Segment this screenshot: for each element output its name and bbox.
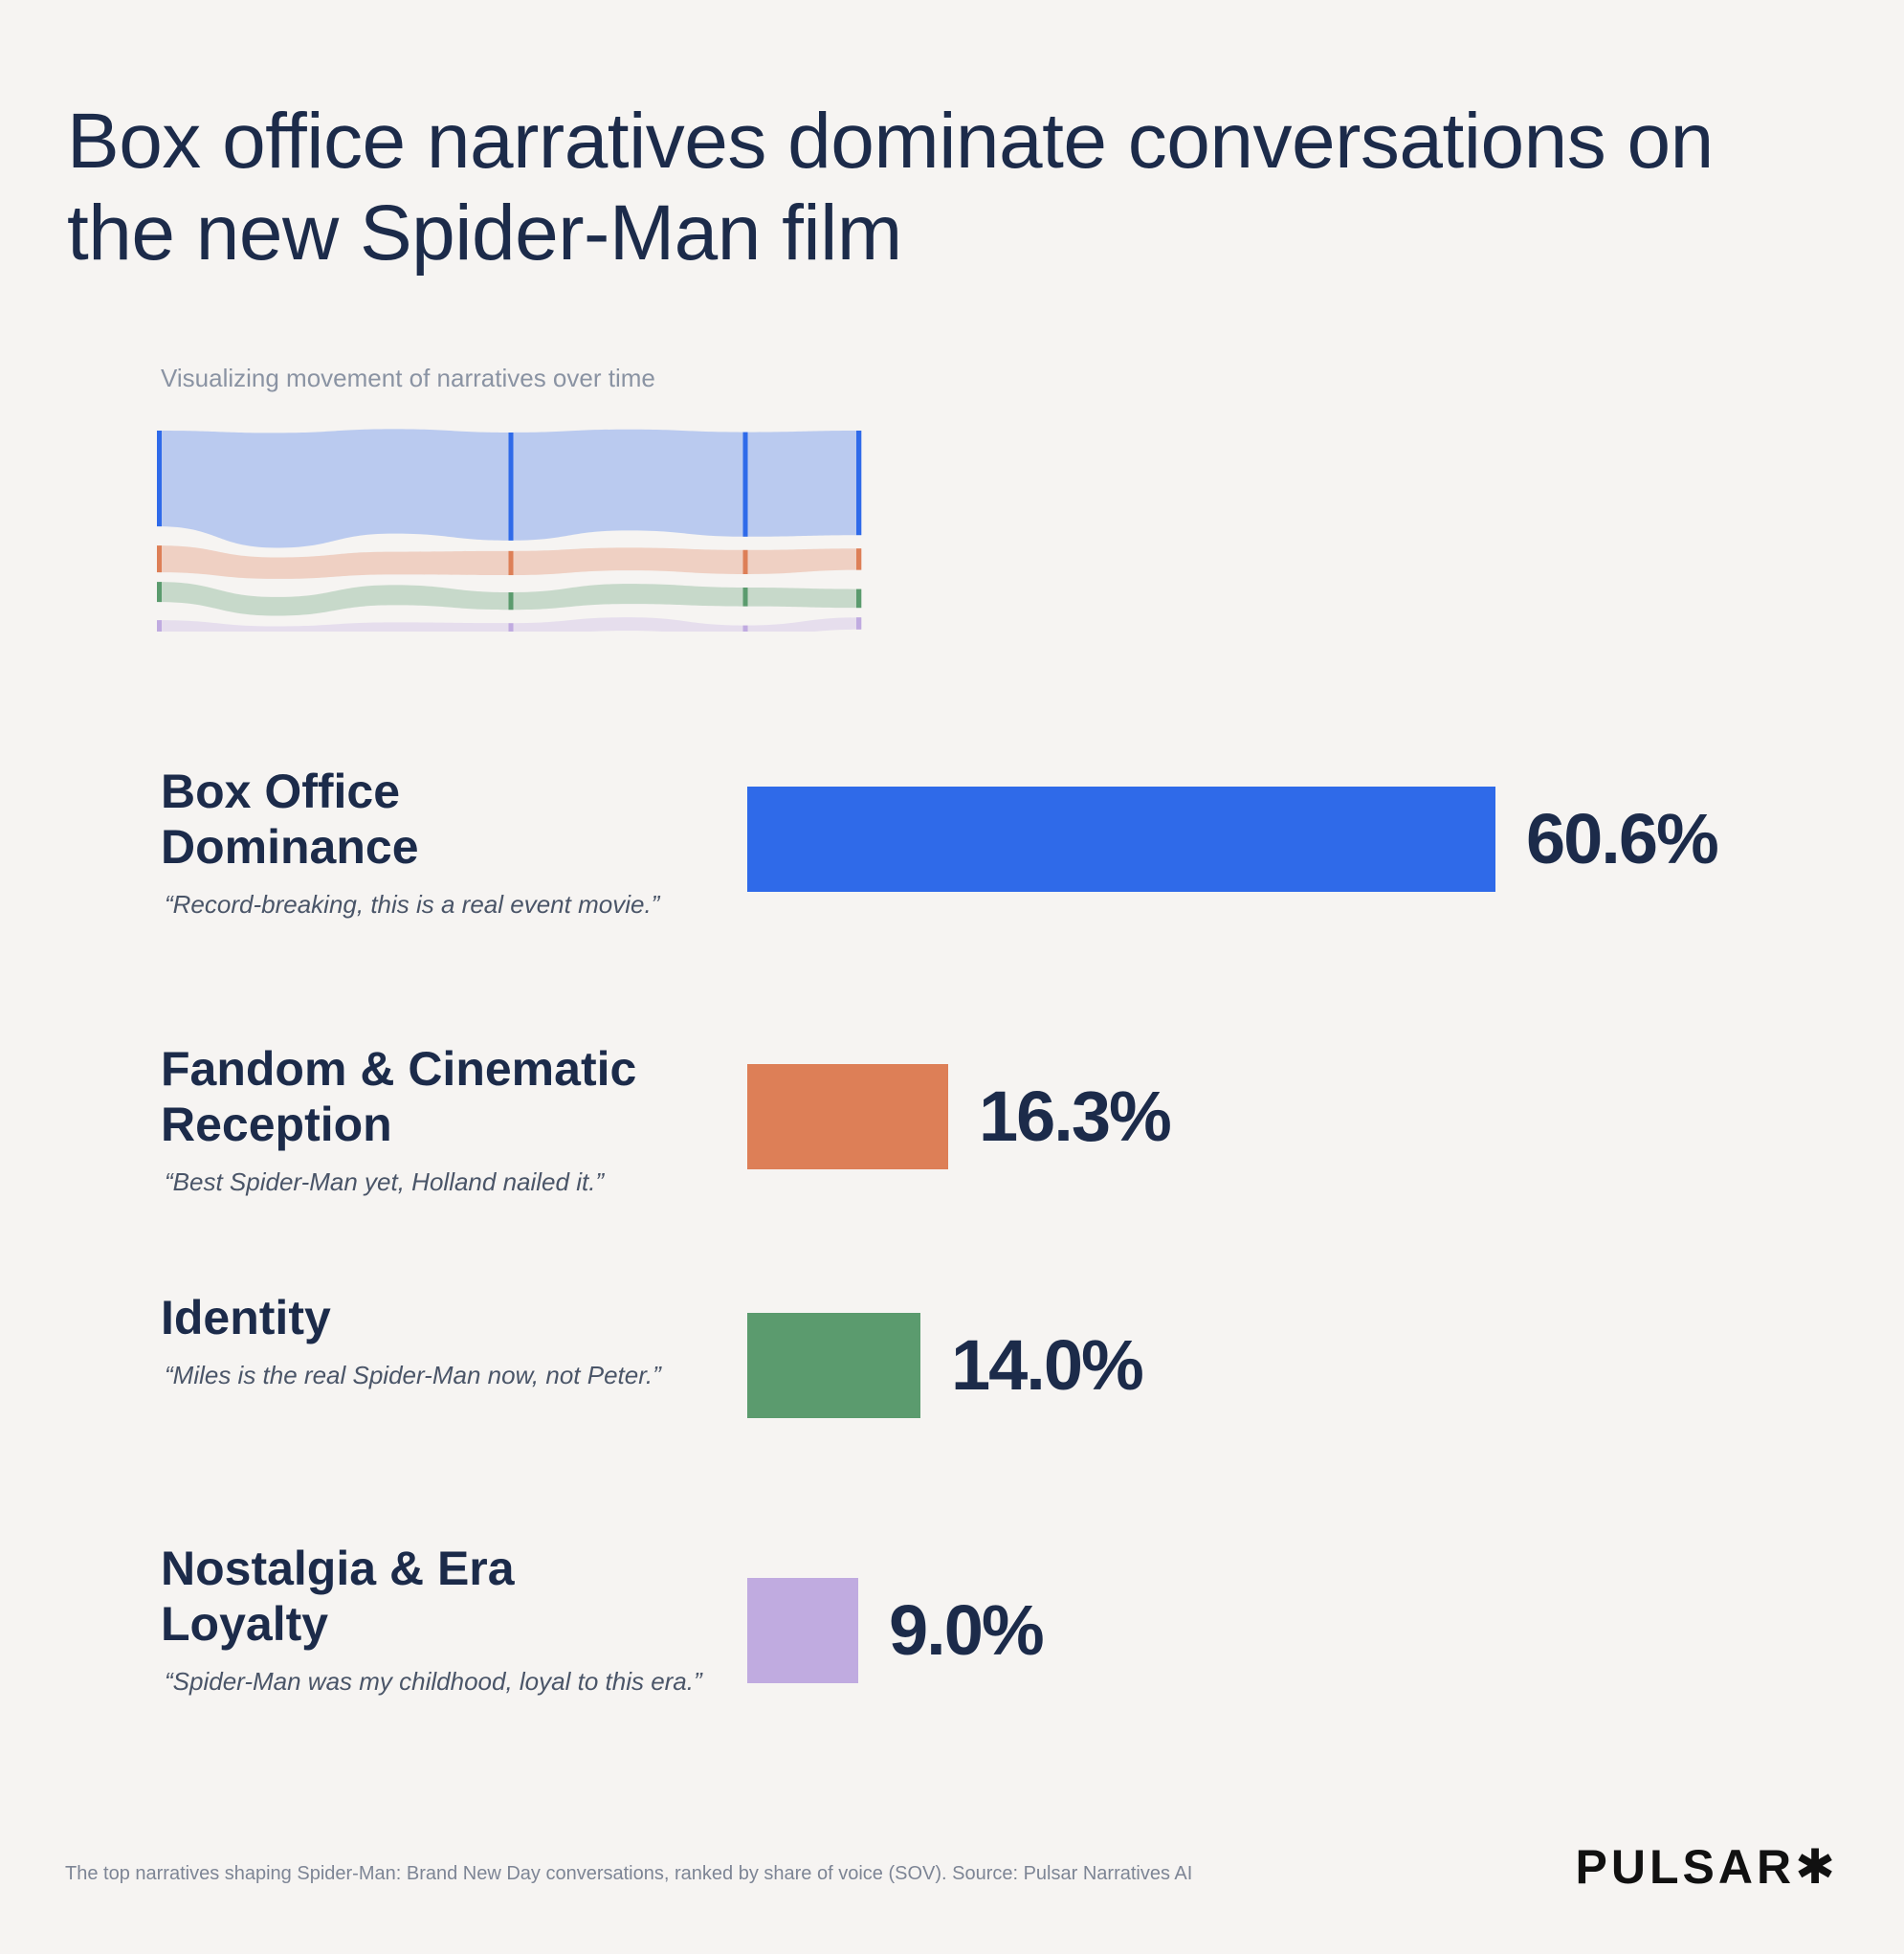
stream-marker-1-2 — [742, 549, 748, 574]
sov-bar — [747, 787, 1495, 892]
sov-value-label: 60.6% — [1526, 799, 1719, 878]
stream-marker-2-1 — [508, 592, 514, 611]
narrative-name: Nostalgia & Era Loyalty — [161, 1541, 716, 1652]
narrative-name-line: Reception — [161, 1098, 392, 1151]
page-title: Box office narratives dominate conversat… — [67, 98, 1714, 277]
narrative-streamgraph — [157, 429, 862, 632]
stream-marker-1-0 — [157, 545, 162, 573]
stream-marker-0-1 — [508, 433, 514, 541]
narrative-quote: “Miles is the real Spider-Man now, not P… — [165, 1361, 661, 1389]
pulsar-logo: PULSAR✱ — [1575, 1840, 1839, 1894]
sov-value-label: 14.0% — [951, 1325, 1144, 1405]
sov-value-label: 16.3% — [979, 1077, 1172, 1156]
narrative-name-line: Identity — [161, 1291, 331, 1344]
narrative-quote: “Best Spider-Man yet, Holland nailed it.… — [165, 1167, 605, 1196]
stream-marker-3-0 — [157, 620, 162, 632]
narrative-name-line: Box Office — [161, 765, 401, 818]
stream-marker-3-1 — [508, 623, 514, 632]
narrative-name: Identity — [161, 1290, 716, 1345]
sov-value-label: 9.0% — [889, 1590, 1045, 1670]
narrative-name: Fandom & Cinematic Reception — [161, 1041, 716, 1152]
narrative-name-line: Loyalty — [161, 1597, 329, 1651]
stream-marker-2-2 — [742, 588, 748, 607]
sov-bar — [747, 1578, 858, 1683]
stream-marker-1-1 — [508, 550, 514, 576]
footer-source-note: The top narratives shaping Spider-Man: B… — [65, 1863, 1193, 1884]
narrative-quote: “Record-breaking, this is a real event m… — [165, 890, 660, 919]
sov-bar — [747, 1064, 948, 1169]
stream-marker-0-2 — [742, 432, 748, 537]
stream-marker-1-3 — [856, 548, 861, 570]
narrative-name-line: Dominance — [161, 820, 419, 874]
narrative-name-line: Fandom & Cinematic — [161, 1042, 637, 1096]
narrative-quote: “Spider-Man was my childhood, loyal to t… — [165, 1667, 702, 1696]
stream-marker-0-3 — [856, 431, 861, 536]
streamgraph-subtitle: Visualizing movement of narratives over … — [161, 364, 655, 392]
stream-marker-3-3 — [856, 617, 861, 630]
stream-marker-2-0 — [157, 582, 162, 603]
stream-marker-3-2 — [742, 625, 748, 632]
stream-marker-0-0 — [157, 431, 162, 527]
stream-marker-2-3 — [856, 588, 861, 609]
narrative-name-line: Nostalgia & Era — [161, 1542, 515, 1595]
narrative-name: Box Office Dominance — [161, 764, 716, 875]
sov-bar — [747, 1313, 920, 1418]
